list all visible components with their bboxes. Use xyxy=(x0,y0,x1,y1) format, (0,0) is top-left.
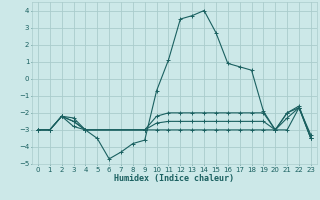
X-axis label: Humidex (Indice chaleur): Humidex (Indice chaleur) xyxy=(115,174,234,183)
